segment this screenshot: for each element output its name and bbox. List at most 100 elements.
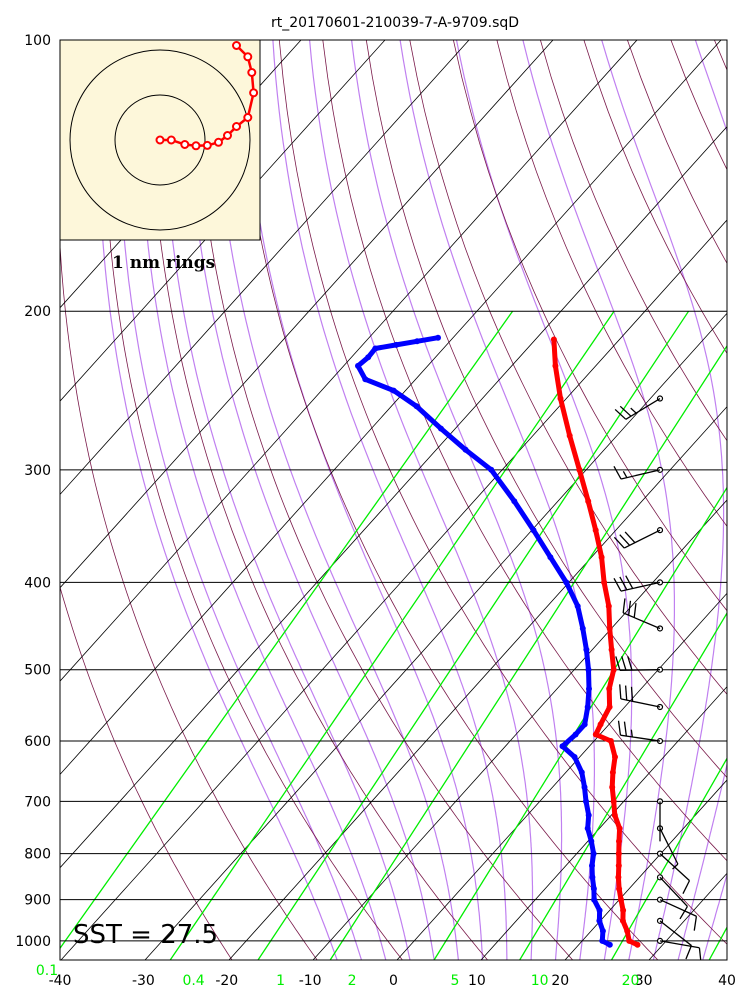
dewpoint-point bbox=[579, 625, 586, 632]
wind-barb-feather bbox=[633, 603, 637, 618]
wind-barb-feather bbox=[685, 945, 693, 960]
wind-barb-staff bbox=[659, 899, 697, 917]
temperature-point bbox=[606, 625, 613, 632]
mixing-ratio-line bbox=[60, 310, 514, 950]
dewpoint-point bbox=[547, 554, 554, 561]
mixing-ratio-line bbox=[610, 757, 727, 960]
wind-barb-staff bbox=[623, 529, 661, 549]
mixing-ratio-line bbox=[519, 611, 727, 960]
moist-adiabat bbox=[184, 40, 435, 960]
skewt-grid bbox=[0, 40, 727, 960]
dewpoint-point bbox=[572, 731, 579, 738]
mixing-ratio-tick-label: 0.4 bbox=[182, 973, 204, 989]
hodograph-point bbox=[214, 137, 223, 147]
sst-label: SST = 27.5 bbox=[73, 920, 218, 950]
wind-barb-feather bbox=[623, 721, 628, 737]
wind-barb-feather bbox=[613, 536, 625, 549]
dry-adiabat bbox=[453, 40, 727, 612]
wind-barb-half-feather bbox=[630, 407, 637, 414]
wind-barb-half-feather bbox=[630, 729, 633, 738]
dewpoint-point bbox=[584, 704, 591, 710]
temperature-point bbox=[585, 498, 592, 505]
temperature-point bbox=[550, 336, 557, 343]
dewpoint-point bbox=[438, 425, 444, 432]
wind-barb bbox=[613, 527, 664, 549]
temperature-tick-label: -30 bbox=[132, 973, 155, 989]
wind-barb-half-feather bbox=[622, 470, 628, 478]
dewpoint-point bbox=[559, 743, 566, 750]
dewpoint-point bbox=[583, 646, 590, 653]
temperature-point bbox=[592, 527, 599, 534]
hodograph-point bbox=[180, 140, 190, 149]
wind-barb-feather bbox=[617, 720, 622, 736]
isotherm bbox=[60, 40, 638, 682]
dry-adiabat bbox=[60, 40, 318, 960]
mixing-ratio-line bbox=[433, 486, 727, 960]
isotherm bbox=[0, 40, 49, 960]
wind-barb bbox=[656, 917, 693, 960]
temperature-point bbox=[626, 937, 633, 944]
hodograph-point bbox=[247, 68, 257, 77]
isotherm bbox=[60, 219, 727, 960]
moist-adiabat bbox=[399, 40, 596, 960]
wind-barb-staff bbox=[659, 828, 679, 865]
wind-barb bbox=[614, 395, 664, 420]
wind-barb-feather bbox=[624, 531, 636, 544]
wind-barb-feather bbox=[693, 916, 698, 931]
temperature-point bbox=[606, 704, 613, 710]
hodograph-ring bbox=[114, 94, 206, 186]
temperature-tick-label: 30 bbox=[635, 973, 653, 989]
temperature-tick-label: -20 bbox=[215, 973, 238, 989]
mixing-ratio-tick-label: 1 bbox=[276, 973, 285, 989]
temperature-tick-label: 10 bbox=[468, 973, 486, 989]
hodograph-point bbox=[232, 41, 241, 50]
wind-barb bbox=[656, 896, 698, 931]
temperature-point bbox=[615, 850, 622, 857]
moist-adiabat bbox=[601, 40, 725, 960]
temperature-point bbox=[557, 395, 564, 402]
wind-barb bbox=[613, 575, 664, 592]
wind-barb-staff bbox=[625, 397, 661, 420]
isotherm bbox=[564, 779, 727, 960]
temperature-point bbox=[615, 874, 622, 881]
temperature-point bbox=[620, 907, 627, 914]
temperature-point bbox=[576, 466, 583, 473]
pressure-tick-label: 900 bbox=[24, 893, 51, 909]
hodograph-point bbox=[166, 135, 176, 145]
temperature-point bbox=[592, 731, 599, 738]
isotherm bbox=[60, 40, 554, 589]
dewpoint-point bbox=[390, 387, 397, 394]
temperature-point bbox=[608, 646, 615, 653]
hodograph-point bbox=[155, 135, 165, 145]
isotherm bbox=[60, 40, 470, 496]
pressure-tick-label: 1000 bbox=[15, 934, 51, 950]
dry-adiabat bbox=[409, 40, 727, 695]
dewpoint-point bbox=[590, 885, 597, 892]
temperature-point bbox=[609, 784, 616, 791]
dewpoint-point bbox=[589, 862, 595, 869]
hodograph-point bbox=[202, 140, 212, 150]
wind-barb-feather bbox=[628, 600, 632, 616]
wind-barb-feather bbox=[613, 577, 622, 592]
wind-barb-staff bbox=[620, 581, 661, 592]
wind-barb bbox=[617, 720, 664, 745]
temperature-point bbox=[618, 896, 624, 903]
dry-adiabat bbox=[278, 40, 727, 945]
temperature-point bbox=[616, 885, 623, 892]
dewpoint-point bbox=[589, 874, 596, 881]
moist-adiabat bbox=[210, 40, 459, 960]
temperature-tick-label: -10 bbox=[299, 973, 322, 989]
temperature-point bbox=[619, 917, 626, 924]
dewpoint-point bbox=[574, 603, 581, 610]
wind-barb-feather bbox=[614, 408, 627, 420]
dewpoint-point bbox=[599, 928, 606, 934]
wind-barb bbox=[613, 465, 664, 480]
hodograph-rings-label: 1 nm rings bbox=[112, 253, 215, 273]
wind-barb-staff bbox=[622, 612, 661, 630]
wind-barb-feather bbox=[615, 656, 621, 671]
temperature-point bbox=[624, 928, 631, 934]
dry-adiabat bbox=[235, 40, 659, 960]
temperature-point bbox=[609, 769, 616, 776]
dewpoint-point bbox=[606, 941, 613, 948]
